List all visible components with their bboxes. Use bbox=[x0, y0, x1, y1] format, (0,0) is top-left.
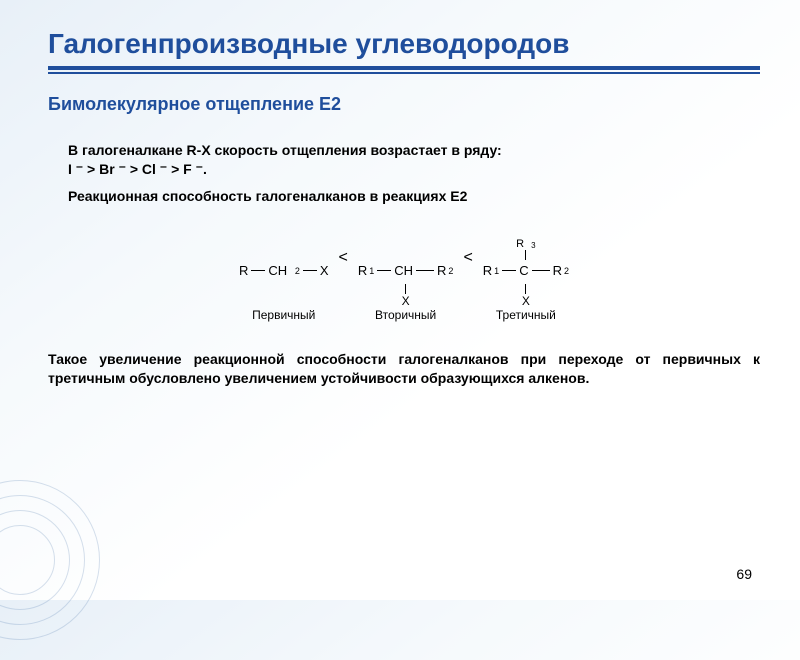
corner-decoration bbox=[0, 480, 120, 660]
label-secondary: Вторичный bbox=[375, 308, 436, 322]
chem-primary: RCH 2X Первичный bbox=[239, 240, 328, 322]
chem-secondary: R1CHR2 X Вторичный bbox=[358, 240, 454, 322]
label-primary: Первичный bbox=[252, 308, 315, 322]
lt-2: < bbox=[463, 249, 472, 281]
chem-tertiary: R 3 R1CR2 X Третичный bbox=[483, 230, 569, 322]
para1-line2: I ⁻ > Br ⁻ > Cl ⁻ > F ⁻. bbox=[68, 161, 207, 177]
label-tertiary: Третичный bbox=[496, 308, 556, 322]
lt-1: < bbox=[339, 249, 348, 281]
para2-line1: Реакционная способность галогеналканов в… bbox=[68, 188, 467, 204]
title-rule bbox=[48, 66, 760, 74]
page-number: 69 bbox=[736, 566, 752, 582]
para1-line1: В галогеналкане R-X скорость отщепления … bbox=[68, 142, 502, 158]
footer-paragraph: Такое увеличение реакционной способности… bbox=[48, 350, 760, 389]
paragraph-2: Реакционная способность галогеналканов в… bbox=[68, 187, 760, 206]
slide-title: Галогенпроизводные углеводородов bbox=[48, 28, 760, 60]
paragraph-1: В галогеналкане R-X скорость отщепления … bbox=[68, 141, 760, 179]
slide-subtitle: Бимолекулярное отщепление Е2 bbox=[48, 94, 760, 115]
reactivity-formula: RCH 2X Первичный < R1CHR2 X Вторичный < bbox=[154, 230, 654, 322]
